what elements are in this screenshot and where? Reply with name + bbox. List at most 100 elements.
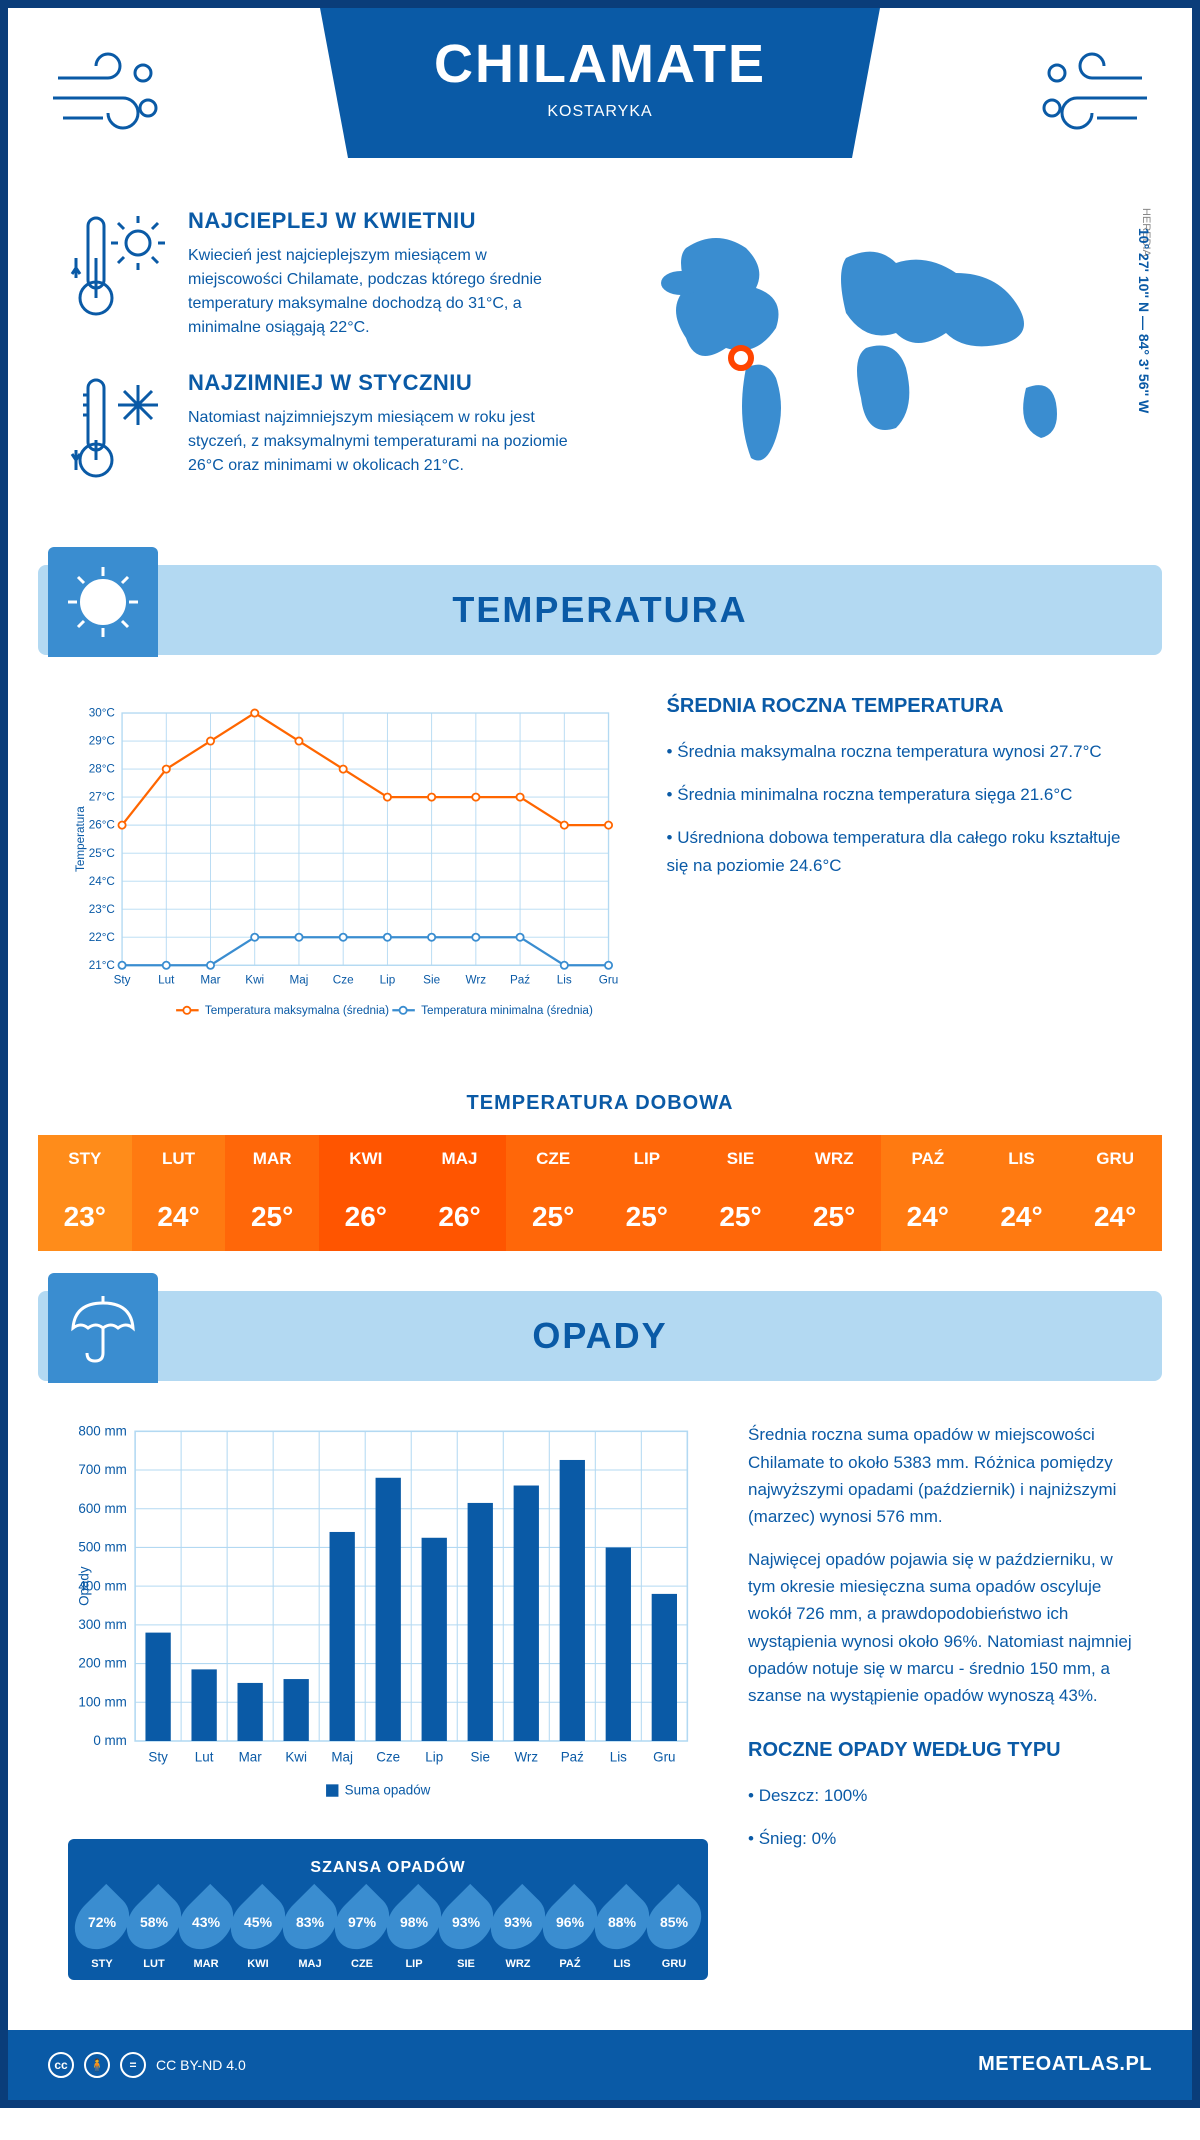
cc-icon: cc — [48, 2052, 74, 2078]
daily-temp-value: 25° — [600, 1183, 694, 1251]
svg-text:Lis: Lis — [557, 973, 572, 986]
svg-text:700 mm: 700 mm — [78, 1462, 126, 1477]
precip-type-item: Deszcz: 100% — [748, 1782, 1132, 1809]
daily-temp-value: 24° — [881, 1183, 975, 1251]
svg-text:600 mm: 600 mm — [78, 1501, 126, 1516]
temp-bullet: Średnia maksymalna roczna temperatura wy… — [667, 738, 1132, 765]
daily-month-header: LIP — [600, 1135, 694, 1183]
svg-text:0 mm: 0 mm — [93, 1733, 127, 1748]
thermometer-cold-icon — [68, 370, 168, 495]
precip-by-type-title: ROCZNE OPADY WEDŁUG TYPU — [748, 1739, 1132, 1762]
daily-temp-value: 25° — [694, 1183, 788, 1251]
daily-temp-value: 24° — [132, 1183, 226, 1251]
daily-temp-table: STYLUTMARKWIMAJCZELIPSIEWRZPAŹLISGRU23°2… — [38, 1135, 1162, 1251]
wind-icon — [1032, 48, 1152, 143]
title-banner: CHILAMATE KOSTARYKA — [320, 8, 880, 158]
daily-month-header: CZE — [506, 1135, 600, 1183]
chance-drop: 98%LIP — [390, 1892, 438, 1970]
warmest-text: Kwiecień jest najcieplejszym miesiącem w… — [188, 244, 580, 340]
svg-text:Cze: Cze — [376, 1750, 400, 1765]
svg-text:Gru: Gru — [599, 973, 619, 986]
temp-bullet: Średnia minimalna roczna temperatura się… — [667, 781, 1132, 808]
chance-drop: 97%CZE — [338, 1892, 386, 1970]
daily-month-header: SIE — [694, 1135, 788, 1183]
chance-title: SZANSA OPADÓW — [78, 1859, 698, 1877]
precipitation-chance-box: SZANSA OPADÓW 72%STY58%LUT43%MAR45%KWI83… — [68, 1839, 708, 1980]
chance-drop: 85%GRU — [650, 1892, 698, 1970]
svg-text:500 mm: 500 mm — [78, 1540, 126, 1555]
precip-para-1: Średnia roczna suma opadów w miejscowośc… — [748, 1421, 1132, 1530]
temp-info-title: ŚREDNIA ROCZNA TEMPERATURA — [667, 695, 1132, 718]
precipitation-chart: 0 mm100 mm200 mm300 mm400 mm500 mm600 mm… — [68, 1421, 708, 1818]
svg-text:Gru: Gru — [653, 1750, 675, 1765]
svg-text:Opady: Opady — [77, 1566, 92, 1606]
intro-section: NAJCIEPLEJ W KWIETNIU Kwiecień jest najc… — [8, 188, 1192, 565]
precipitation-info: Średnia roczna suma opadów w miejscowośc… — [748, 1421, 1132, 1979]
svg-text:Lip: Lip — [380, 973, 396, 986]
svg-text:Paź: Paź — [510, 973, 530, 986]
daily-temp-value: 24° — [1068, 1183, 1162, 1251]
svg-text:Temperatura: Temperatura — [74, 806, 87, 872]
svg-text:Kwi: Kwi — [285, 1750, 307, 1765]
daily-temp-value: 24° — [975, 1183, 1069, 1251]
sun-icon — [48, 547, 158, 657]
temperature-header: TEMPERATURA — [38, 565, 1162, 655]
thermometer-hot-icon — [68, 208, 168, 340]
svg-text:Wrz: Wrz — [466, 973, 487, 986]
nd-icon: = — [120, 2052, 146, 2078]
svg-text:Suma opadów: Suma opadów — [345, 1783, 431, 1798]
svg-text:200 mm: 200 mm — [78, 1656, 126, 1671]
svg-text:Lip: Lip — [425, 1750, 443, 1765]
svg-text:Wrz: Wrz — [514, 1750, 538, 1765]
chance-drop: 93%WRZ — [494, 1892, 542, 1970]
svg-text:24°C: 24°C — [89, 875, 115, 888]
daily-month-header: PAŹ — [881, 1135, 975, 1183]
license-text: CC BY-ND 4.0 — [156, 2057, 246, 2073]
svg-text:100 mm: 100 mm — [78, 1695, 126, 1710]
chance-drop: 43%MAR — [182, 1892, 230, 1970]
temperature-chart: 21°C22°C23°C24°C25°C26°C27°C28°C29°C30°C… — [68, 695, 627, 1042]
daily-temp-value: 25° — [787, 1183, 881, 1251]
precip-para-2: Najwięcej opadów pojawia się w październ… — [748, 1546, 1132, 1709]
coordinates: 10° 27' 10'' N — 84° 3' 56'' W — [1136, 228, 1152, 413]
daily-month-header: MAR — [225, 1135, 319, 1183]
chance-drop: 45%KWI — [234, 1892, 282, 1970]
svg-text:Lut: Lut — [158, 973, 175, 986]
svg-text:300 mm: 300 mm — [78, 1617, 126, 1632]
coldest-title: NAJZIMNIEJ W STYCZNIU — [188, 370, 580, 396]
site-name: METEOATLAS.PL — [978, 2053, 1152, 2076]
svg-text:Sie: Sie — [471, 1750, 490, 1765]
license-info: cc 🧍 = CC BY-ND 4.0 — [48, 2052, 246, 2078]
temperature-title: TEMPERATURA — [452, 589, 747, 631]
chance-drop: 58%LUT — [130, 1892, 178, 1970]
daily-temp-value: 25° — [225, 1183, 319, 1251]
svg-text:22°C: 22°C — [89, 931, 115, 944]
svg-text:Sie: Sie — [423, 973, 440, 986]
country-name: KOSTARYKA — [320, 103, 880, 121]
svg-text:Mar: Mar — [239, 1750, 263, 1765]
wind-icon — [48, 48, 168, 143]
daily-month-header: GRU — [1068, 1135, 1162, 1183]
daily-month-header: LUT — [132, 1135, 226, 1183]
world-map — [620, 208, 1132, 488]
daily-temp-value: 23° — [38, 1183, 132, 1251]
chance-drop: 72%STY — [78, 1892, 126, 1970]
svg-text:27°C: 27°C — [89, 791, 115, 804]
by-icon: 🧍 — [84, 2052, 110, 2078]
svg-text:28°C: 28°C — [89, 763, 115, 776]
svg-text:Temperatura maksymalna (średni: Temperatura maksymalna (średnia) — [205, 1004, 389, 1017]
footer: cc 🧍 = CC BY-ND 4.0 METEOATLAS.PL — [8, 2030, 1192, 2100]
chance-drop: 96%PAŹ — [546, 1892, 594, 1970]
chance-drop: 83%MAJ — [286, 1892, 334, 1970]
city-name: CHILAMATE — [320, 33, 880, 95]
svg-text:Maj: Maj — [331, 1750, 353, 1765]
precipitation-header: OPADY — [38, 1291, 1162, 1381]
svg-text:23°C: 23°C — [89, 903, 115, 916]
precipitation-title: OPADY — [532, 1315, 667, 1357]
svg-text:30°C: 30°C — [89, 707, 115, 720]
svg-text:800 mm: 800 mm — [78, 1424, 126, 1439]
svg-text:Sty: Sty — [148, 1750, 168, 1765]
daily-temp-value: 25° — [506, 1183, 600, 1251]
svg-text:21°C: 21°C — [89, 959, 115, 972]
coldest-text: Natomiast najzimniejszym miesiącem w rok… — [188, 406, 580, 478]
